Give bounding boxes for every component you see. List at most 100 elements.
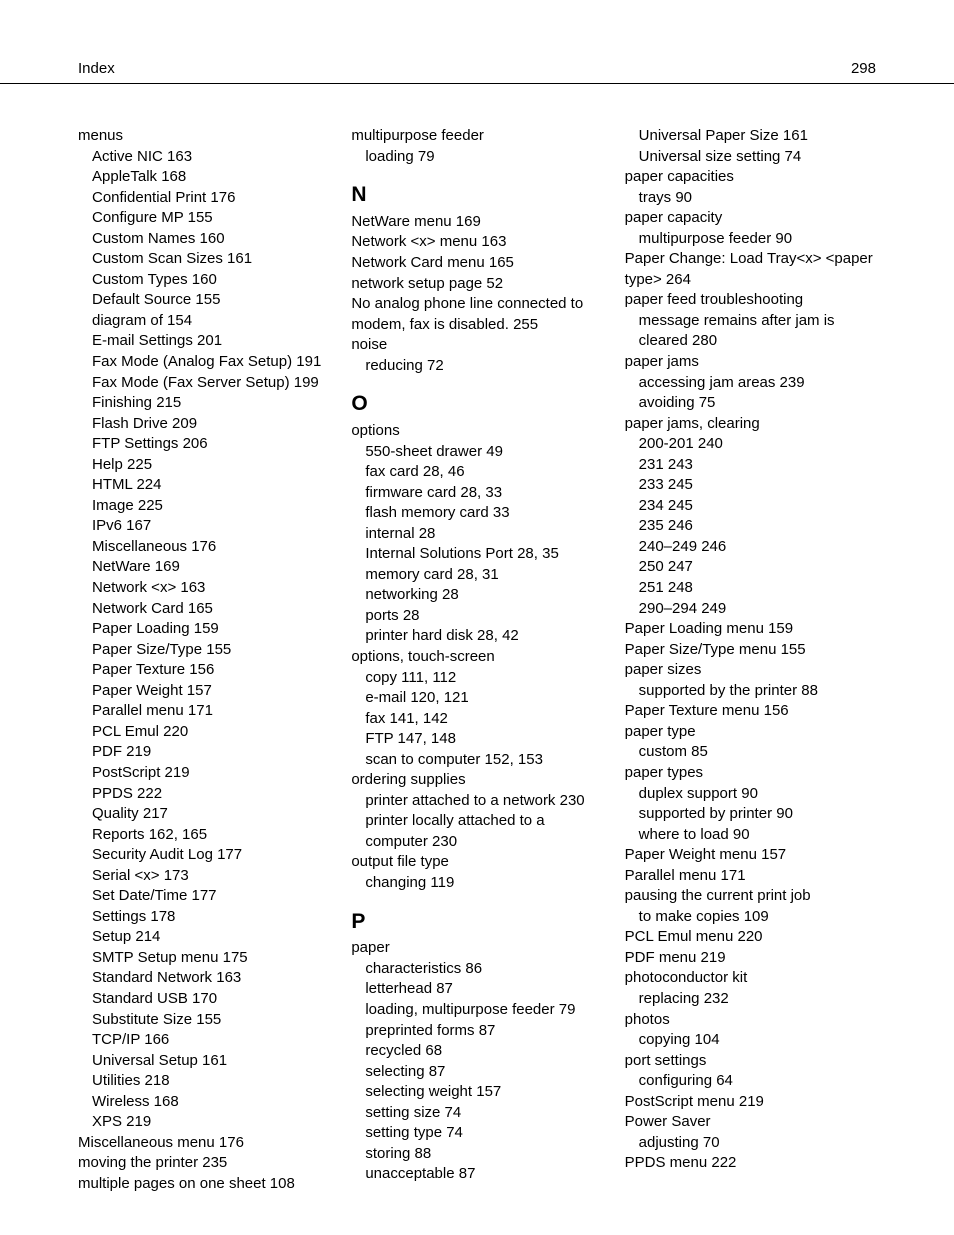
index-section-letter: O bbox=[351, 390, 602, 419]
index-entry: No analog phone line connected to modem,… bbox=[351, 294, 602, 335]
index-entry: options bbox=[351, 421, 602, 442]
index-entry: Set Date/Time 177 bbox=[78, 886, 329, 907]
index-entry: Network <x> 163 bbox=[78, 578, 329, 599]
index-entry: 240–249 246 bbox=[625, 537, 876, 558]
index-entry: paper sizes bbox=[625, 660, 876, 681]
index-entry: 235 246 bbox=[625, 516, 876, 537]
index-entry: Security Audit Log 177 bbox=[78, 845, 329, 866]
index-entry: options, touch‑screen bbox=[351, 647, 602, 668]
index-entry: NetWare 169 bbox=[78, 557, 329, 578]
index-entry: PPDS 222 bbox=[78, 784, 329, 805]
index-entry: fax card 28, 46 bbox=[351, 462, 602, 483]
index-section-letter: N bbox=[351, 181, 602, 210]
index-entry: Universal Setup 161 bbox=[78, 1051, 329, 1072]
index-entry: pausing the current print job bbox=[625, 886, 876, 907]
index-entry: flash memory card 33 bbox=[351, 503, 602, 524]
index-entry: Custom Scan Sizes 161 bbox=[78, 249, 329, 270]
index-entry: PostScript 219 bbox=[78, 763, 329, 784]
index-entry: replacing 232 bbox=[625, 989, 876, 1010]
index-entry: copy 111, 112 bbox=[351, 668, 602, 689]
index-entry: printer attached to a network 230 bbox=[351, 791, 602, 812]
index-entry: changing 119 bbox=[351, 873, 602, 894]
index-entry: 251 248 bbox=[625, 578, 876, 599]
index-entry: XPS 219 bbox=[78, 1112, 329, 1133]
index-entry: Fax Mode (Fax Server Setup) 199 bbox=[78, 373, 329, 394]
index-entry: PCL Emul menu 220 bbox=[625, 927, 876, 948]
index-entry: E‑mail Settings 201 bbox=[78, 331, 329, 352]
index-entry: accessing jam areas 239 bbox=[625, 373, 876, 394]
index-entry: Confidential Print 176 bbox=[78, 188, 329, 209]
index-entry: fax 141, 142 bbox=[351, 709, 602, 730]
index-entry: PDF menu 219 bbox=[625, 948, 876, 969]
index-entry: supported by the printer 88 bbox=[625, 681, 876, 702]
index-entry: Custom Types 160 bbox=[78, 270, 329, 291]
index-entry: PPDS menu 222 bbox=[625, 1153, 876, 1174]
index-entry: duplex support 90 bbox=[625, 784, 876, 805]
index-entry: Finishing 215 bbox=[78, 393, 329, 414]
index-entry: photoconductor kit bbox=[625, 968, 876, 989]
index-entry: letterhead 87 bbox=[351, 979, 602, 1000]
index-entry: 250 247 bbox=[625, 557, 876, 578]
index-entry: unacceptable 87 bbox=[351, 1164, 602, 1185]
index-entry: Reports 162, 165 bbox=[78, 825, 329, 846]
index-entry: Settings 178 bbox=[78, 907, 329, 928]
index-entry: Wireless 168 bbox=[78, 1092, 329, 1113]
index-entry: Network Card menu 165 bbox=[351, 253, 602, 274]
index-entry: selecting weight 157 bbox=[351, 1082, 602, 1103]
index-entry: multipurpose feeder bbox=[351, 126, 602, 147]
index-entry: preprinted forms 87 bbox=[351, 1021, 602, 1042]
index-entry: reducing 72 bbox=[351, 356, 602, 377]
index-entry: HTML 224 bbox=[78, 475, 329, 496]
index-entry: ports 28 bbox=[351, 606, 602, 627]
index-entry: output file type bbox=[351, 852, 602, 873]
index-entry: e‑mail 120, 121 bbox=[351, 688, 602, 709]
index-entry: Paper Change: Load Tray<x> <paper type> … bbox=[625, 249, 876, 290]
index-entry: Utilities 218 bbox=[78, 1071, 329, 1092]
index-entry: Image 225 bbox=[78, 496, 329, 517]
index-entry: Substitute Size 155 bbox=[78, 1010, 329, 1031]
index-entry: paper type bbox=[625, 722, 876, 743]
index-entry: supported by printer 90 bbox=[625, 804, 876, 825]
index-entry: paper capacity bbox=[625, 208, 876, 229]
index-entry: loading 79 bbox=[351, 147, 602, 168]
index-entry: to make copies 109 bbox=[625, 907, 876, 928]
index-column-1: menusActive NIC 163AppleTalk 168Confiden… bbox=[78, 126, 329, 1194]
index-entry: 200‑201 240 bbox=[625, 434, 876, 455]
index-entry: Internal Solutions Port 28, 35 bbox=[351, 544, 602, 565]
index-entry: PDF 219 bbox=[78, 742, 329, 763]
index-entry: Setup 214 bbox=[78, 927, 329, 948]
header-title: Index bbox=[78, 60, 115, 77]
index-entry: SMTP Setup menu 175 bbox=[78, 948, 329, 969]
index-entry: AppleTalk 168 bbox=[78, 167, 329, 188]
index-entry: Paper Weight 157 bbox=[78, 681, 329, 702]
index-entry: FTP Settings 206 bbox=[78, 434, 329, 455]
index-column-3: Universal Paper Size 161Universal size s… bbox=[625, 126, 876, 1194]
index-entry: Parallel menu 171 bbox=[625, 866, 876, 887]
index-entry: custom 85 bbox=[625, 742, 876, 763]
index-entry: 550‑sheet drawer 49 bbox=[351, 442, 602, 463]
index-entry: where to load 90 bbox=[625, 825, 876, 846]
index-entry: message remains after jam is cleared 280 bbox=[625, 311, 876, 352]
index-entry: Paper Weight menu 157 bbox=[625, 845, 876, 866]
index-entry: FTP 147, 148 bbox=[351, 729, 602, 750]
index-entry: Power Saver bbox=[625, 1112, 876, 1133]
index-entry: selecting 87 bbox=[351, 1062, 602, 1083]
index-entry: Paper Size/Type menu 155 bbox=[625, 640, 876, 661]
index-columns: menusActive NIC 163AppleTalk 168Confiden… bbox=[0, 126, 954, 1194]
index-entry: Network Card 165 bbox=[78, 599, 329, 620]
index-entry: 233 245 bbox=[625, 475, 876, 496]
index-entry: noise bbox=[351, 335, 602, 356]
header-page-number: 298 bbox=[851, 60, 876, 77]
index-entry: moving the printer 235 bbox=[78, 1153, 329, 1174]
index-entry: Help 225 bbox=[78, 455, 329, 476]
index-entry: recycled 68 bbox=[351, 1041, 602, 1062]
index-entry: Flash Drive 209 bbox=[78, 414, 329, 435]
index-entry: printer locally attached to a computer 2… bbox=[351, 811, 602, 852]
index-entry: setting type 74 bbox=[351, 1123, 602, 1144]
index-entry: 231 243 bbox=[625, 455, 876, 476]
index-entry: diagram of 154 bbox=[78, 311, 329, 332]
index-entry: configuring 64 bbox=[625, 1071, 876, 1092]
index-entry: multiple pages on one sheet 108 bbox=[78, 1174, 329, 1195]
index-entry: trays 90 bbox=[625, 188, 876, 209]
index-entry: avoiding 75 bbox=[625, 393, 876, 414]
